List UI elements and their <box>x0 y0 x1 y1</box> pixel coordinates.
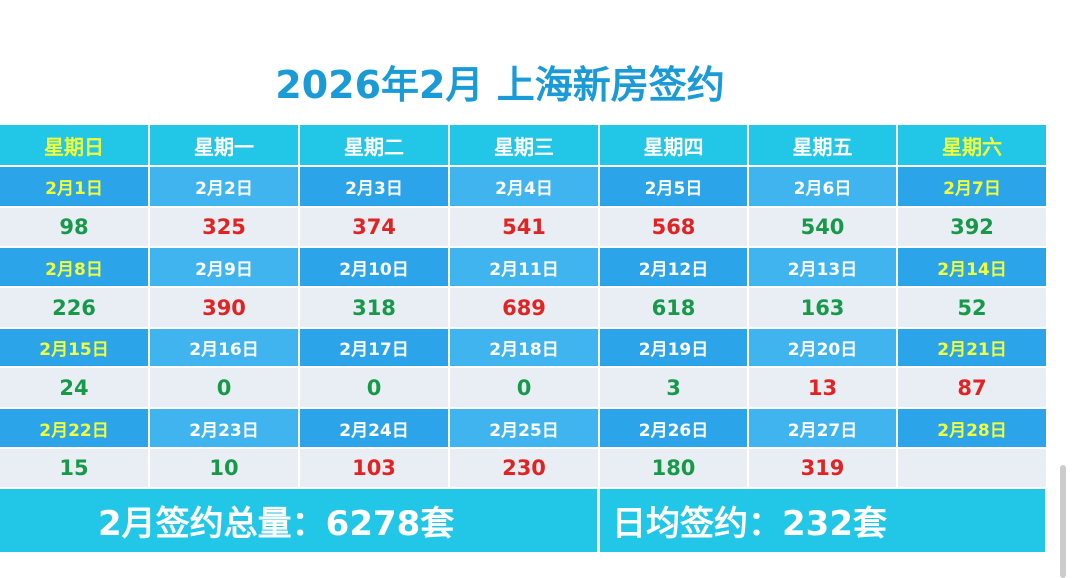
date-cell: 2月20日 <box>749 329 898 368</box>
value-cell <box>898 449 1048 489</box>
date-cell: 2月22日 <box>0 409 150 449</box>
date-cell: 2月15日 <box>0 329 150 368</box>
value-cell: 0 <box>300 368 450 409</box>
date-cell: 2月19日 <box>600 329 749 368</box>
value-cell: 226 <box>0 288 150 329</box>
date-cell: 2月24日 <box>300 409 450 449</box>
date-cell: 2月6日 <box>749 167 898 208</box>
value-cell: 390 <box>150 288 300 329</box>
title: 2026年2月 上海新房签约 <box>275 63 725 107</box>
value-cell: 318 <box>300 288 450 329</box>
date-cell: 2月8日 <box>0 248 150 288</box>
value-cell: 568 <box>600 208 749 248</box>
date-cell: 2月23日 <box>150 409 300 449</box>
scrollbar <box>1060 465 1066 578</box>
date-cell: 2月11日 <box>450 248 600 288</box>
value-cell: 540 <box>749 208 898 248</box>
value-cell: 180 <box>600 449 749 489</box>
date-cell: 2月17日 <box>300 329 450 368</box>
weekday-header: 星期三 <box>450 125 600 167</box>
date-cell: 2月26日 <box>600 409 749 449</box>
value-cell: 98 <box>0 208 150 248</box>
value-cell: 0 <box>150 368 300 409</box>
date-cell: 2月14日 <box>898 248 1048 288</box>
weekday-header: 星期四 <box>600 125 749 167</box>
date-cell: 2月18日 <box>450 329 600 368</box>
date-cell: 2月12日 <box>600 248 749 288</box>
date-cell: 2月3日 <box>300 167 450 208</box>
value-cell: 24 <box>0 368 150 409</box>
value-cell: 325 <box>150 208 300 248</box>
date-cell: 2月27日 <box>749 409 898 449</box>
date-cell: 2月7日 <box>898 167 1048 208</box>
date-cell: 2月21日 <box>898 329 1048 368</box>
value-cell: 15 <box>0 449 150 489</box>
date-cell: 2月2日 <box>150 167 300 208</box>
value-cell: 3 <box>600 368 749 409</box>
weekday-header: 星期日 <box>0 125 150 167</box>
value-cell: 52 <box>898 288 1048 329</box>
weekday-header: 星期五 <box>749 125 898 167</box>
value-cell: 163 <box>749 288 898 329</box>
value-cell: 13 <box>749 368 898 409</box>
total-summary: 2月签约总量：6278套 <box>0 489 600 552</box>
value-cell: 374 <box>300 208 450 248</box>
value-cell: 689 <box>450 288 600 329</box>
weekday-header: 星期一 <box>150 125 300 167</box>
date-cell: 2月1日 <box>0 167 150 208</box>
date-cell: 2月25日 <box>450 409 600 449</box>
date-cell: 2月10日 <box>300 248 450 288</box>
value-cell: 103 <box>300 449 450 489</box>
average-summary: 日均签约：232套 <box>600 489 1048 552</box>
date-cell: 2月28日 <box>898 409 1048 449</box>
value-cell: 541 <box>450 208 600 248</box>
value-cell: 319 <box>749 449 898 489</box>
date-cell: 2月5日 <box>600 167 749 208</box>
weekday-header: 星期六 <box>898 125 1048 167</box>
date-cell: 2月9日 <box>150 248 300 288</box>
value-cell: 392 <box>898 208 1048 248</box>
date-cell: 2月16日 <box>150 329 300 368</box>
weekday-header: 星期二 <box>300 125 450 167</box>
value-cell: 10 <box>150 449 300 489</box>
value-cell: 230 <box>450 449 600 489</box>
date-cell: 2月13日 <box>749 248 898 288</box>
value-cell: 87 <box>898 368 1048 409</box>
date-cell: 2月4日 <box>450 167 600 208</box>
value-cell: 618 <box>600 288 749 329</box>
value-cell: 0 <box>450 368 600 409</box>
